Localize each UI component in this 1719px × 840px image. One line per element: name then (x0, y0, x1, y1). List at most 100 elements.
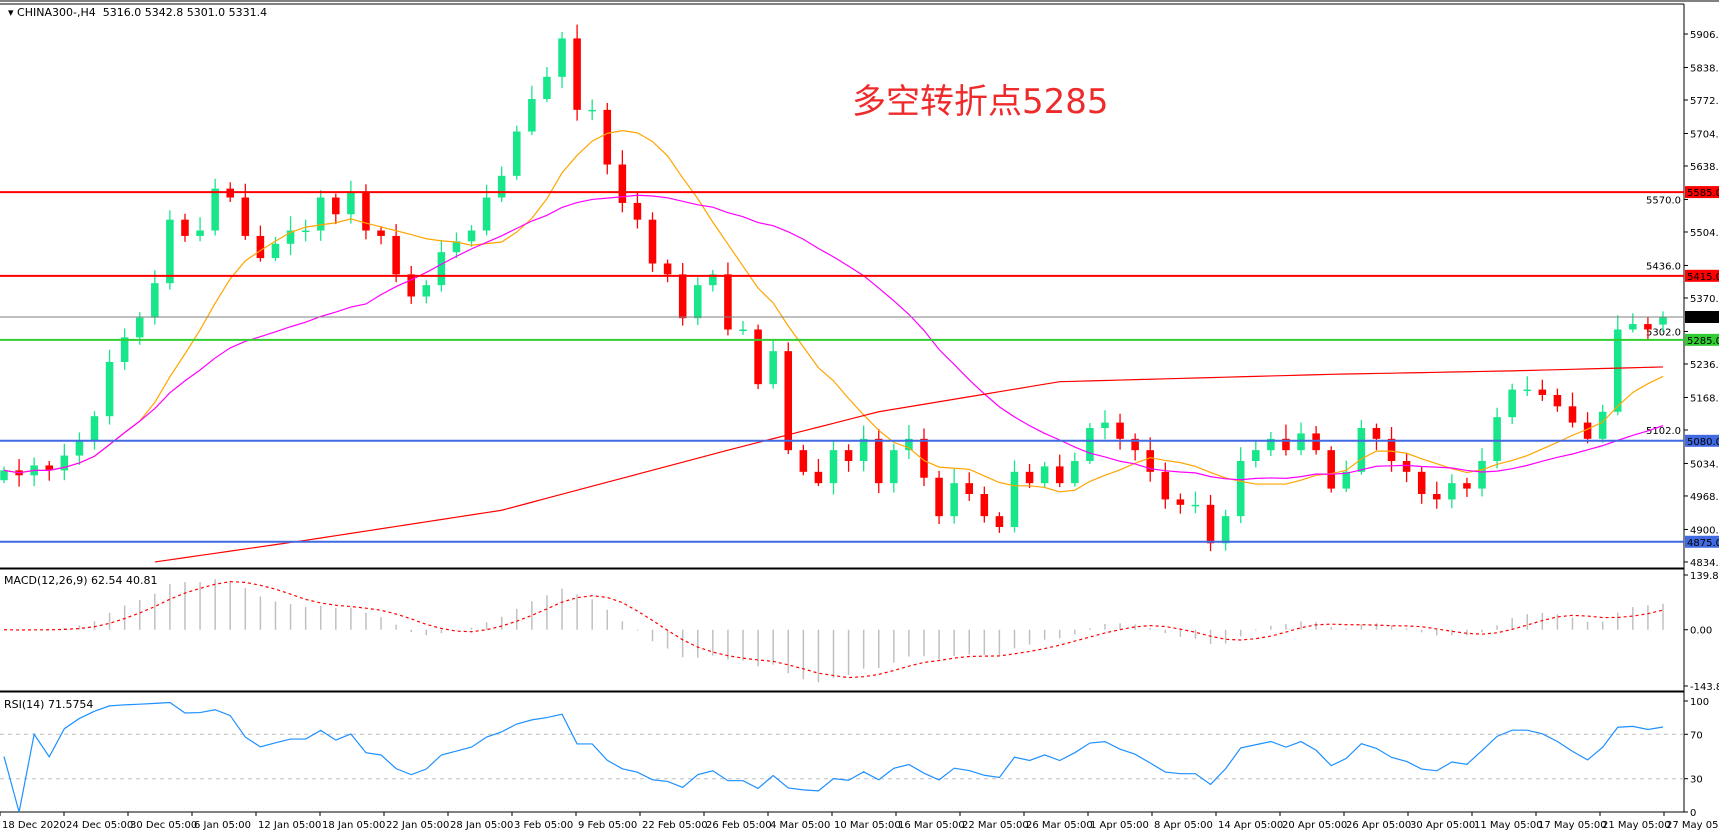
time-tick-label: 3 Feb 05:00 (514, 820, 573, 831)
candle (151, 270, 159, 325)
candle-body (1131, 438, 1139, 451)
candle (844, 444, 853, 472)
candle-body (1402, 460, 1411, 472)
candle-body (1176, 499, 1185, 505)
candle-body (120, 337, 129, 363)
candle-body (211, 188, 219, 231)
time-tick-label: 8 Apr 05:00 (1154, 820, 1213, 831)
candle (332, 193, 340, 225)
candle (588, 99, 596, 121)
candle-body (1493, 417, 1501, 461)
candle-body (633, 202, 642, 220)
candle (1297, 422, 1305, 456)
level-label: 5585.0 (1687, 188, 1719, 199)
ma-mid-line (3, 194, 1664, 481)
candle (301, 219, 310, 242)
candle-body (407, 274, 415, 297)
candles (0, 24, 1667, 552)
candle-body (301, 230, 310, 233)
candle (1221, 509, 1230, 551)
rsi-tick-label: 100 (1690, 697, 1709, 708)
candle (1644, 316, 1652, 341)
candle (1583, 412, 1592, 444)
candle-body (1252, 450, 1260, 461)
candle (633, 192, 642, 229)
time-tick-label: 12 Jan 05:00 (258, 820, 321, 831)
candle (1010, 460, 1019, 533)
candle-body (1146, 450, 1154, 472)
candle (0, 466, 8, 484)
candle-body (166, 219, 174, 284)
rsi-tick-label: 30 (1690, 775, 1703, 786)
candle-body (497, 175, 506, 198)
candle (1071, 452, 1079, 487)
rsi-tick-label: 0 (1690, 808, 1696, 819)
macd-tick-label: -143.82 (1690, 682, 1719, 693)
ma-long-line (154, 366, 1664, 563)
candle-body (588, 109, 596, 112)
candle (678, 263, 687, 326)
candle-body (1086, 428, 1094, 461)
candle (920, 428, 928, 487)
candle-body (1644, 324, 1652, 330)
candle (1116, 413, 1124, 450)
price-tick-label: 5102.0 (1646, 426, 1681, 437)
candle (769, 338, 777, 389)
candle (603, 102, 612, 175)
candle (1236, 447, 1245, 524)
candle-body (45, 465, 54, 471)
time-tick-label: 20 Apr 05:00 (1282, 820, 1347, 831)
symbol-label: CHINA300-,H4 (17, 6, 96, 19)
rsi-line (3, 701, 1664, 813)
candle (799, 444, 808, 476)
candle-body (890, 450, 898, 484)
candle-body (362, 192, 370, 231)
time-tick-label: 10 Mar 05:00 (834, 820, 901, 831)
candle-body (90, 416, 99, 441)
candle (739, 321, 747, 335)
candle-body (1538, 389, 1547, 396)
candle-body (347, 192, 355, 215)
candle-body (739, 329, 747, 331)
candle (513, 125, 521, 180)
candle-body (814, 471, 823, 484)
candle-body (377, 230, 385, 236)
candle-body (573, 38, 581, 110)
candle-body (482, 197, 491, 231)
candle (316, 190, 325, 241)
candle-body (980, 493, 989, 517)
time-tick-label: 17 May 05:00 (1538, 820, 1607, 831)
candle (754, 324, 762, 390)
rsi-tick-label: 70 (1690, 730, 1703, 741)
candle-body (332, 197, 340, 215)
candle (1553, 388, 1562, 412)
candle (1146, 437, 1154, 482)
candle-body (151, 283, 159, 318)
time-tick-label: 27 May 05:00 (1666, 820, 1719, 831)
candle-body (874, 438, 883, 484)
time-tick-label: 21 May 05:00 (1602, 820, 1671, 831)
candle-body (467, 230, 476, 242)
candle (1252, 439, 1260, 468)
chart-title: ▾ CHINA300-,H4 5316.0 5342.8 5301.0 5331… (8, 6, 268, 19)
level-label: 5285.0 (1687, 336, 1719, 347)
candle (1402, 452, 1411, 483)
candle-body (905, 438, 913, 451)
candle-body (784, 351, 793, 451)
candle (482, 184, 491, 236)
level-label: 5415.0 (1687, 272, 1719, 283)
candle-body (286, 230, 295, 244)
candle-body (558, 38, 566, 77)
current-price-box (1685, 310, 1719, 323)
candle-body (422, 285, 431, 297)
time-tick-label: 30 Dec 05:00 (130, 820, 197, 831)
price-tick-label: 5302.0 (1646, 327, 1681, 338)
level-label-box (1685, 186, 1719, 199)
macd-tick-label: 0.00 (1690, 626, 1712, 637)
candle (1448, 474, 1456, 509)
candle (543, 66, 551, 102)
price-tick-label: 5570.0 (1646, 195, 1681, 206)
candle (30, 457, 38, 487)
candle-body (1598, 411, 1607, 439)
